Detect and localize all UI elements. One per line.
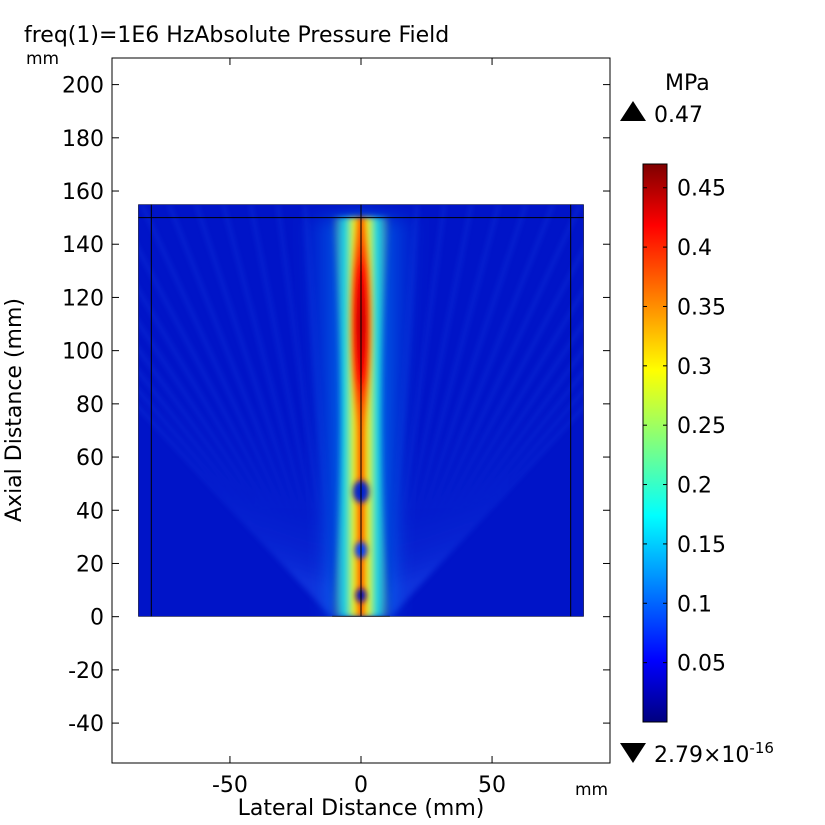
y-tick-label: -40 [68, 712, 104, 737]
colorbar-max-label: 0.47 [654, 103, 703, 128]
colorbar-tick-label: 0.35 [677, 295, 726, 320]
chart-title: freq(1)=1E6 HzAbsolute Pressure Field [24, 23, 449, 48]
side-lobe-ray [249, 204, 334, 617]
y-tick-label: 80 [76, 393, 104, 418]
colorbar-tick-label: 0.4 [677, 236, 712, 261]
side-lobe-ray [388, 204, 554, 617]
side-lobe-ray [168, 204, 334, 617]
side-lobe-ray [389, 405, 584, 617]
side-lobe-ray [389, 347, 584, 617]
colorbar-tick-label: 0.15 [677, 533, 726, 558]
side-lobe-ray [138, 370, 333, 617]
side-lobe-ray [138, 320, 334, 617]
min-triangle-icon [620, 743, 646, 763]
colorbar-tick-label: 0.2 [677, 474, 712, 499]
side-lobe-ray [222, 204, 334, 617]
y-tick-label: 180 [62, 127, 104, 152]
y-tick-label: 140 [62, 233, 104, 258]
side-lobe-ray [388, 204, 582, 617]
side-lobe-ray [388, 320, 584, 617]
colorbar-ticks: 0.45 0.4 0.35 0.3 0.25 0.2 0.15 0.1 0.05 [643, 177, 726, 677]
pressure-field-map [138, 204, 584, 617]
side-lobe-ray [388, 288, 584, 617]
side-lobe-ray [138, 288, 334, 617]
y-axis-label: Axial Distance (mm) [2, 298, 27, 522]
side-lobe-ray [138, 405, 333, 617]
y-tick-label: -20 [68, 659, 104, 684]
colorbar-unit: MPa [665, 71, 710, 96]
colorbar-tick-label: 0.25 [677, 414, 726, 439]
side-lobe-ray [138, 347, 333, 617]
colorbar-min-label: 2.79×10-16 [654, 739, 774, 768]
x-axis-ticks: -50 0 50 [212, 58, 506, 798]
x-tick-label: 50 [478, 773, 506, 798]
y-tick-label: 20 [76, 552, 104, 577]
y-tick-label: 100 [62, 340, 104, 365]
y-tick-label: 0 [90, 606, 104, 631]
side-lobe-ray [276, 204, 334, 617]
side-lobe-ray [389, 370, 584, 617]
y-tick-label: 60 [76, 446, 104, 471]
side-lobe-ray [388, 204, 500, 617]
colorbar-tick-label: 0.45 [677, 177, 726, 202]
side-lobe-ray [388, 204, 473, 617]
x-axis-unit: mm [575, 780, 608, 800]
colorbar-tick-label: 0.1 [677, 592, 712, 617]
colorbar: MPa 0.47 0.45 0.4 0.35 0.3 0.25 0.2 0.15 0.1 0.0… [620, 71, 774, 768]
colorbar-tick-label: 0.05 [677, 652, 726, 677]
side-lobe-ray [389, 388, 584, 617]
side-lobe-ray [388, 204, 527, 617]
y-tick-label: 40 [76, 499, 104, 524]
colorbar-gradient [642, 163, 668, 723]
side-lobe-ray [138, 388, 333, 617]
x-tick-label: -50 [212, 773, 248, 798]
x-tick-label: 0 [354, 773, 368, 798]
side-lobe-ray [140, 204, 334, 617]
y-axis-unit: mm [26, 49, 59, 69]
x-axis-label: Lateral Distance (mm) [238, 796, 485, 821]
colorbar-min-exponent: -16 [749, 739, 774, 757]
side-lobes [138, 204, 584, 617]
side-lobe-ray [195, 204, 334, 617]
y-tick-label: 160 [62, 180, 104, 205]
y-tick-label: 120 [62, 286, 104, 311]
colorbar-min-base: 2.79×10 [654, 743, 749, 768]
y-tick-label: 200 [62, 74, 104, 99]
max-triangle-icon [620, 101, 646, 121]
colorbar-tick-label: 0.3 [677, 355, 712, 380]
side-lobe-ray [388, 204, 446, 617]
